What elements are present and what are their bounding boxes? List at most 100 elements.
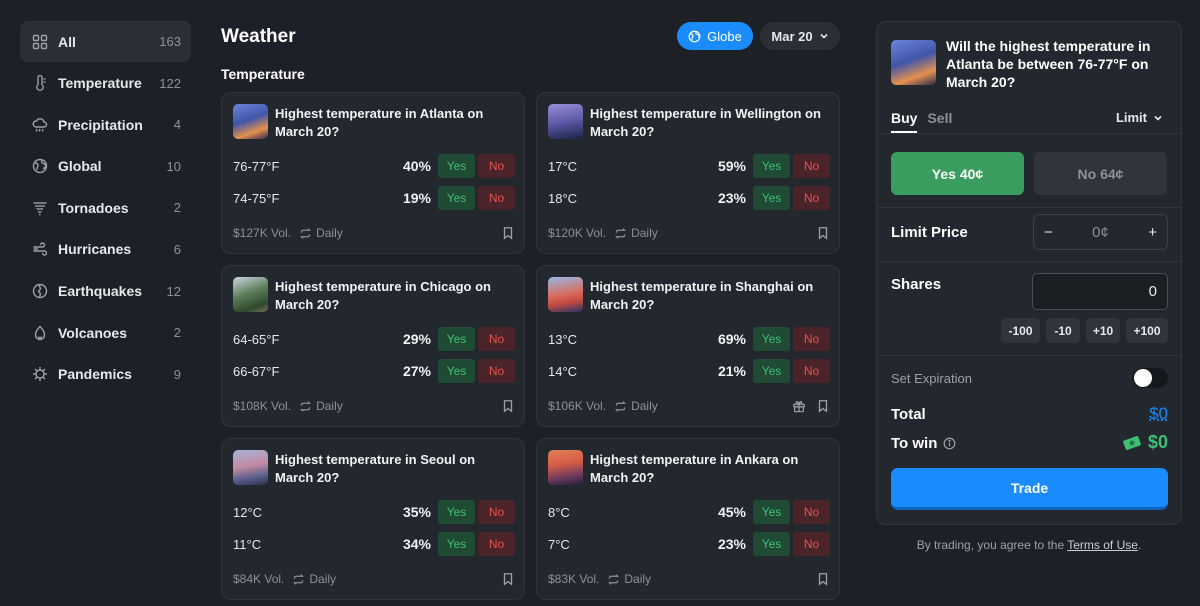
quick-plus-100-button[interactable]: +100: [1126, 318, 1168, 343]
market-title[interactable]: Highest temperature in Ankara on March 2…: [590, 452, 799, 485]
yes-outcome-button[interactable]: Yes 40¢: [891, 152, 1024, 195]
limit-price-label: Limit Price: [891, 224, 968, 241]
outcome-percent: 34%: [402, 536, 431, 552]
total-value[interactable]: $0: [1149, 404, 1168, 423]
market-card[interactable]: Highest temperature in Seoul on March 20…: [221, 438, 525, 600]
buy-no-button[interactable]: No: [478, 186, 515, 210]
buy-no-button[interactable]: No: [478, 359, 515, 383]
bookmark-icon[interactable]: [816, 399, 830, 413]
page-title: Weather: [221, 26, 296, 47]
shares-input[interactable]: [1032, 273, 1168, 310]
toggle-knob: [1134, 369, 1152, 387]
card-footer: $108K Vol. Daily: [233, 397, 515, 415]
bookmark-icon[interactable]: [501, 572, 515, 586]
buy-yes-button[interactable]: Yes: [753, 154, 790, 178]
repeat-icon: [615, 227, 627, 239]
outcome-row: 7°C 23% Yes No: [548, 531, 830, 557]
limit-price-value[interactable]: 0¢: [1092, 223, 1109, 241]
market-card[interactable]: Highest temperature in Atlanta on March …: [221, 92, 525, 254]
buy-no-button[interactable]: No: [793, 154, 830, 178]
market-title[interactable]: Highest temperature in Wellington on Mar…: [590, 106, 821, 139]
volume-text: $106K Vol.: [548, 399, 607, 413]
buy-no-button[interactable]: No: [793, 327, 830, 351]
volume-text: $83K Vol.: [548, 572, 600, 586]
recurrence-label: Daily: [316, 226, 343, 240]
buy-no-button[interactable]: No: [793, 532, 830, 556]
outcome-percent: 27%: [402, 363, 431, 379]
buy-yes-button[interactable]: Yes: [438, 154, 475, 178]
outcome-row: 18°C 23% Yes No: [548, 185, 830, 211]
market-card[interactable]: Highest temperature in Wellington on Mar…: [536, 92, 840, 254]
globe-button[interactable]: Globe: [677, 22, 753, 50]
buy-yes-button[interactable]: Yes: [753, 359, 790, 383]
info-icon[interactable]: [943, 437, 956, 450]
date-dropdown[interactable]: Mar 20: [760, 22, 840, 50]
sidebar-item-all[interactable]: All 163: [20, 21, 191, 62]
outcome-row: 12°C 35% Yes No: [233, 499, 515, 525]
recurrence: Daily: [614, 226, 816, 240]
sidebar-item-volcanoes[interactable]: Volcanoes 2: [20, 312, 191, 353]
outcome-label: 66-67°F: [233, 363, 280, 379]
buy-yes-button[interactable]: Yes: [753, 186, 790, 210]
market-card[interactable]: Highest temperature in Ankara on March 2…: [536, 438, 840, 600]
buy-yes-button[interactable]: Yes: [438, 532, 475, 556]
buy-yes-button[interactable]: Yes: [753, 327, 790, 351]
gift-icon[interactable]: [792, 399, 806, 413]
increment-button[interactable]: +: [1148, 223, 1157, 241]
sidebar-item-tornadoes[interactable]: Tornadoes 2: [20, 187, 191, 228]
market-title[interactable]: Highest temperature in Shanghai on March…: [590, 279, 814, 312]
terms-of-use-link[interactable]: Terms of Use: [1067, 538, 1138, 552]
buy-no-button[interactable]: No: [478, 532, 515, 556]
buy-no-button[interactable]: No: [478, 327, 515, 351]
sidebar-item-earthquakes[interactable]: Earthquakes 12: [20, 271, 191, 312]
bookmark-icon[interactable]: [501, 226, 515, 240]
bookmark-icon[interactable]: [816, 572, 830, 586]
volcano-icon: [32, 325, 48, 341]
sidebar-item-precipitation[interactable]: Precipitation 4: [20, 104, 191, 145]
buy-yes-button[interactable]: Yes: [753, 500, 790, 524]
decrement-button[interactable]: −: [1044, 223, 1053, 241]
recurrence: Daily: [292, 572, 501, 586]
quick-plus-10-button[interactable]: +10: [1086, 318, 1120, 343]
expiration-label: Set Expiration: [891, 371, 972, 386]
bookmark-icon[interactable]: [816, 226, 830, 240]
bookmark-icon[interactable]: [501, 399, 515, 413]
order-type-dropdown[interactable]: Limit: [1116, 110, 1163, 125]
sidebar-item-hurricanes[interactable]: Hurricanes 6: [20, 229, 191, 270]
terms-text: By trading, you agree to the Terms of Us…: [876, 538, 1182, 552]
market-title[interactable]: Highest temperature in Atlanta on March …: [275, 106, 484, 139]
recurrence-label: Daily: [631, 226, 658, 240]
no-outcome-button[interactable]: No 64¢: [1034, 152, 1167, 195]
outcome-label: 14°C: [548, 363, 578, 379]
sidebar-item-temperature[interactable]: Temperature 122: [20, 63, 191, 104]
buy-no-button[interactable]: No: [793, 186, 830, 210]
expiration-toggle[interactable]: [1132, 368, 1168, 388]
quick-minus-100-button[interactable]: -100: [1001, 318, 1040, 343]
recurrence-label: Daily: [624, 572, 652, 586]
market-title[interactable]: Highest temperature in Chicago on March …: [275, 279, 491, 312]
trade-panel: Will the highest temperature in Atlanta …: [876, 21, 1182, 525]
buy-yes-button[interactable]: Yes: [438, 186, 475, 210]
quick-minus-10-button[interactable]: -10: [1046, 318, 1080, 343]
buy-yes-button[interactable]: Yes: [438, 327, 475, 351]
market-title[interactable]: Highest temperature in Seoul on March 20…: [275, 452, 476, 485]
sidebar-item-global[interactable]: Global 10: [20, 146, 191, 187]
buy-yes-button[interactable]: Yes: [438, 359, 475, 383]
tab-sell[interactable]: Sell: [927, 110, 953, 126]
outcome-percent: 23%: [717, 536, 746, 552]
terms-suffix: .: [1137, 538, 1142, 552]
market-card[interactable]: Highest temperature in Shanghai on March…: [536, 265, 840, 427]
buy-no-button[interactable]: No: [478, 154, 515, 178]
sidebar-item-pandemics[interactable]: Pandemics 9: [20, 354, 191, 395]
buy-yes-button[interactable]: Yes: [438, 500, 475, 524]
tab-buy[interactable]: Buy: [891, 110, 918, 133]
outcome-label: 8°C: [548, 504, 570, 520]
buy-no-button[interactable]: No: [793, 500, 830, 524]
trade-button[interactable]: Trade: [891, 468, 1168, 510]
buy-yes-button[interactable]: Yes: [753, 532, 790, 556]
buy-no-button[interactable]: No: [793, 359, 830, 383]
market-card[interactable]: Highest temperature in Chicago on March …: [221, 265, 525, 427]
market-thumbnail: [548, 104, 583, 139]
market-thumbnail: [233, 277, 268, 312]
buy-no-button[interactable]: No: [478, 500, 515, 524]
